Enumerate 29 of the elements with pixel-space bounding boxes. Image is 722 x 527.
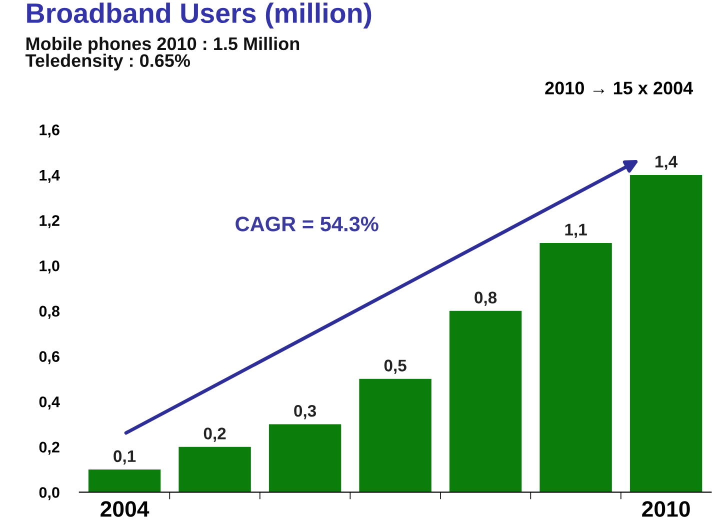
y-tick-label: 1,6 — [40, 124, 60, 138]
y-tick-label: 1,4 — [40, 170, 60, 183]
data-label: 1,4 — [656, 156, 678, 170]
bar — [630, 174, 702, 492]
data-label: 0,8 — [474, 292, 497, 306]
bar — [178, 446, 251, 492]
y-tick-label: 0,0 — [39, 487, 60, 500]
y-tick-label: 0,4 — [39, 396, 60, 410]
data-label: 1,1 — [565, 224, 587, 238]
bar — [540, 242, 612, 492]
bar — [268, 424, 342, 492]
chart-subtitle: Mobile phones 2010 : 1.5 Million Teledensity : 0.65% — [25, 36, 300, 71]
bar — [88, 470, 161, 492]
data-label: 0,3 — [294, 404, 316, 420]
bar — [449, 310, 522, 492]
y-tick-label: 0,8 — [39, 306, 60, 319]
y-tick-label: 1,0 — [40, 260, 60, 274]
data-label: 0,2 — [204, 428, 226, 442]
bar — [359, 378, 432, 492]
y-tick-label: 0,2 — [39, 442, 60, 455]
chart-title: Broadband Users (million) — [27, 2, 372, 29]
y-tick-label: 0,6 — [39, 351, 60, 364]
x-tick-label: 2010 — [642, 501, 690, 517]
data-label: 0,5 — [384, 360, 406, 374]
y-tick-label: 1,2 — [40, 215, 60, 228]
data-label: 0,1 — [114, 450, 136, 465]
x-tick-label: 2004 — [100, 501, 150, 517]
annotation: CAGR = 54.3% — [236, 216, 378, 232]
text: 2010 → 15 x 2004 — [545, 82, 694, 94]
